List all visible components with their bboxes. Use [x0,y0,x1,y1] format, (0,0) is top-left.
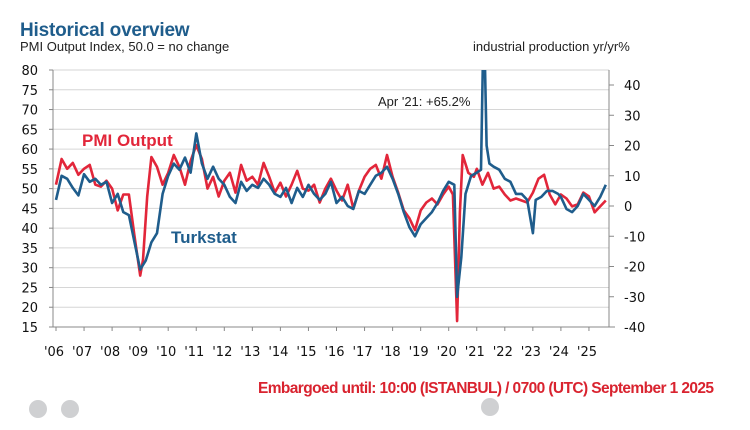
y2-tick-label: -10 [624,230,645,245]
y-tick-label: 20 [21,301,38,316]
x-tick-label: '12 [212,345,232,360]
page-indicator-dot[interactable] [29,400,47,418]
y2-tick-label: -30 [624,291,645,306]
x-tick-label: '18 [381,345,401,360]
series-line-pmi-output [54,143,607,323]
y-tick-label: 70 [21,104,38,119]
x-tick-label: '10 [156,345,176,360]
series-lines [54,70,607,323]
y2-tick-label: 30 [624,109,641,124]
gridlines [53,69,609,308]
x-tick-label: '15 [296,345,316,360]
y2-tick-label: -40 [624,321,645,336]
y2-tick-label: 40 [624,79,641,94]
legend-label-pmi-output: PMI Output [82,131,173,150]
x-tick-label: '16 [324,345,344,360]
y-tick-label: 25 [21,281,38,296]
page-indicator-dot[interactable] [61,400,79,418]
x-tick-label: '19 [409,345,429,360]
chart-subtitle: PMI Output Index, 50.0 = no change [20,39,230,54]
x-tick-label: '21 [465,345,485,360]
y2-tick-label: 0 [624,200,632,215]
y-tick-label: 60 [21,143,38,158]
chart-title: Historical overview [20,20,190,41]
x-tick-label: '11 [184,345,204,360]
y-tick-label: 75 [21,84,38,99]
y2-tick-label: -20 [624,261,645,276]
y-tick-label: 80 [21,64,38,79]
x-tick-label: '24 [549,345,569,360]
chart-labels: PMI Output Turkstat Apr '21: +65.2% [82,94,471,247]
y2-tick-label: 10 [624,170,641,185]
y-tick-label: 35 [21,242,38,257]
x-tick-label: '08 [100,345,120,360]
right-axis-title: industrial production yr/yr% [473,39,630,54]
x-tick-label: '09 [128,345,148,360]
series-line-turkstat [54,70,607,299]
x-tick-label: '17 [352,345,372,360]
y2-tick-label: 20 [624,140,641,155]
x-tick-label: '20 [437,345,457,360]
y-tick-label: 40 [21,222,38,237]
page-indicator-dot[interactable] [481,398,499,416]
x-tick-label: '14 [268,345,288,360]
x-tick-label: '07 [72,345,92,360]
y-tick-label: 55 [21,163,38,178]
y-tick-label: 65 [21,123,38,138]
axes: 80 75 70 65 60 55 50 45 40 35 30 25 20 15 40 30 20 10 0 -10… [21,64,645,360]
y-tick-label: 50 [21,183,38,198]
y-tick-label: 15 [21,321,38,336]
embargo-notice: Embargoed until: 10:00 (ISTANBUL) / 0700… [258,380,714,397]
y-tick-label: 45 [21,202,38,217]
legend-label-turkstat: Turkstat [171,228,237,247]
y-tick-label: 30 [21,262,38,277]
x-tick-label: '23 [521,345,541,360]
x-tick-label: '22 [493,345,513,360]
annotation-apr-21: Apr '21: +65.2% [378,94,471,109]
x-tick-label: '06 [44,345,64,360]
x-tick-label: '25 [577,345,597,360]
x-tick-label: '13 [240,345,260,360]
